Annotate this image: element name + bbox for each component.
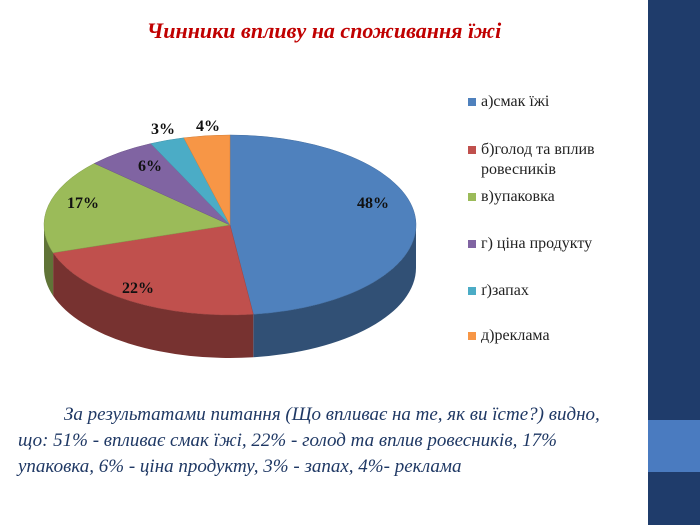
data-label-5: 4% xyxy=(196,118,220,135)
legend-item-packaging: в)упаковка xyxy=(468,187,643,207)
data-label-4: 3% xyxy=(151,121,175,138)
pie-chart: 48% 22% 17% 6% 3% 4% xyxy=(43,118,417,358)
legend-item-taste: а)смак їжі xyxy=(468,92,643,112)
data-label-2: 17% xyxy=(67,195,99,212)
legend-swatch xyxy=(468,98,476,106)
pie-side-wall xyxy=(44,225,54,296)
legend-item-advertising: д)реклама xyxy=(468,326,643,346)
legend-label: в)упаковка xyxy=(481,188,555,205)
legend-swatch xyxy=(468,193,476,201)
pie-slice-1 xyxy=(52,224,254,316)
pie-slice-0 xyxy=(229,134,417,315)
legend-label: а)смак їжі xyxy=(481,93,550,110)
chart-title: Чинники впливу на споживання їжі xyxy=(146,18,502,43)
legend-label: г) ціна продукту xyxy=(481,235,593,252)
legend-swatch xyxy=(468,240,476,248)
pie-side-wall xyxy=(53,252,254,358)
sidebar-accent-block xyxy=(648,420,700,472)
legend-swatch xyxy=(468,287,476,295)
legend-label: д)реклама xyxy=(481,327,550,344)
data-label-1: 22% xyxy=(122,280,154,297)
legend-item-hunger: б)голод та вплив ровесників xyxy=(468,140,643,180)
summary-text: За результатами питання (Що впливає на т… xyxy=(18,404,600,477)
pie-side-wall xyxy=(253,225,416,358)
legend-item-price: г) ціна продукту xyxy=(468,234,643,254)
legend-label: б)голод та вплив ровесників xyxy=(481,141,595,178)
legend-label: ґ)запах xyxy=(481,282,529,299)
legend-swatch xyxy=(468,146,476,154)
pie-slice-2 xyxy=(43,163,231,254)
legend-item-smell: ґ)запах xyxy=(468,281,643,301)
pie-side-walls xyxy=(44,225,416,358)
data-label-3: 6% xyxy=(138,158,162,175)
pie-slice-5 xyxy=(183,134,231,226)
data-label-0: 48% xyxy=(357,195,389,212)
legend-swatch xyxy=(468,332,476,340)
